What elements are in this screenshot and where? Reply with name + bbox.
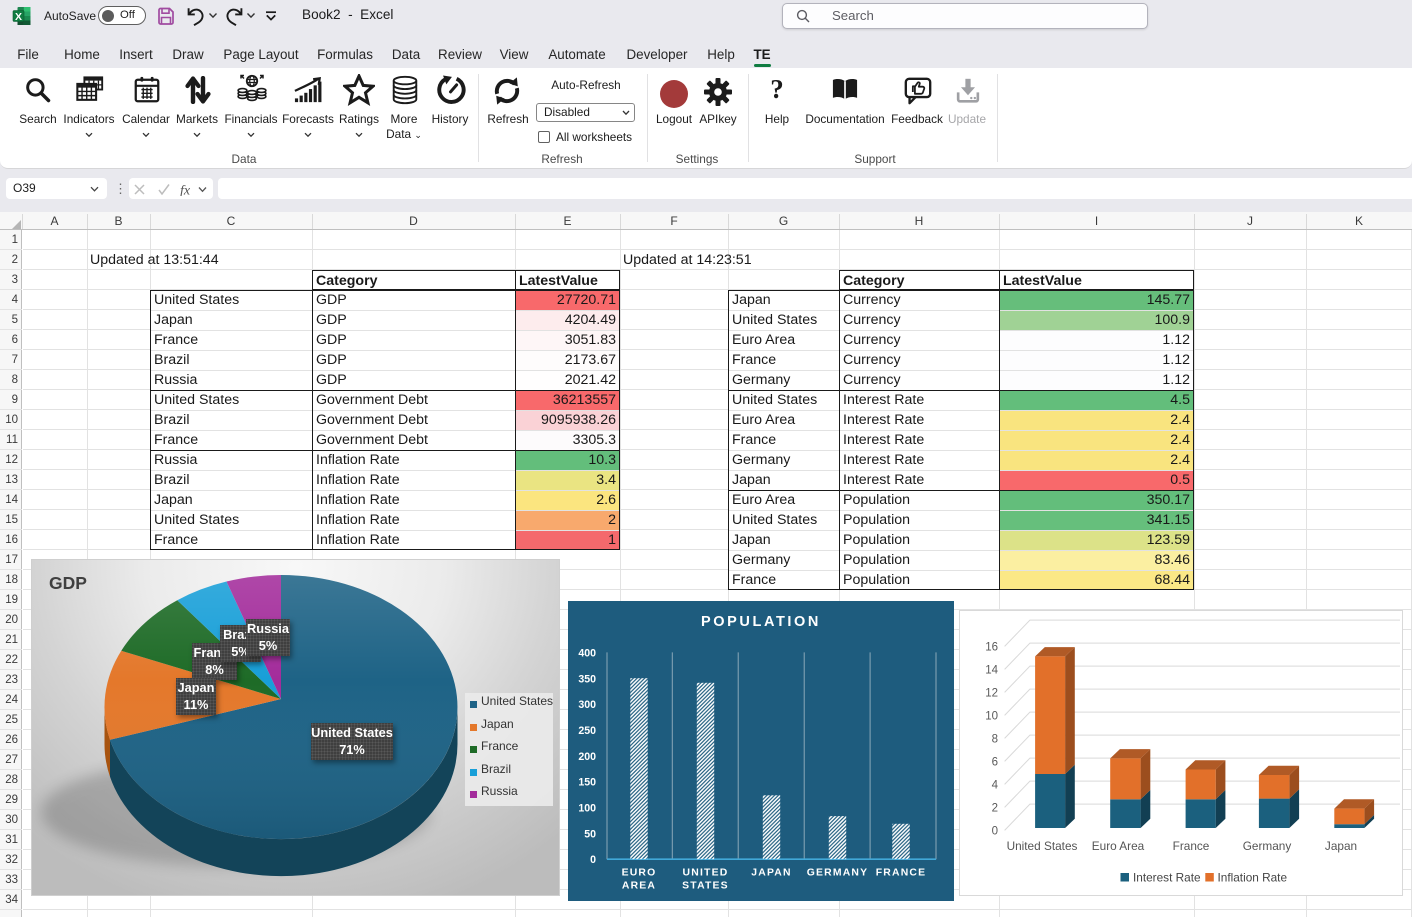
svg-text:12: 12 xyxy=(985,687,998,699)
svg-text:Interest Rate: Interest Rate xyxy=(1133,871,1201,885)
svg-text:150: 150 xyxy=(578,777,596,789)
svg-text:United States: United States xyxy=(1007,839,1078,853)
svg-text:0: 0 xyxy=(590,854,596,866)
svg-text:10: 10 xyxy=(985,710,998,722)
svg-text:14: 14 xyxy=(985,664,998,676)
svg-text:Germany: Germany xyxy=(1243,839,1292,853)
svg-text:AREA: AREA xyxy=(622,881,656,892)
svg-text:50: 50 xyxy=(584,828,596,840)
svg-text:300: 300 xyxy=(578,699,596,711)
svg-text:UNITED: UNITED xyxy=(683,868,729,879)
svg-text:Inflation Rate: Inflation Rate xyxy=(1218,871,1288,885)
svg-text:200: 200 xyxy=(578,751,596,763)
svg-text:FRANCE: FRANCE xyxy=(876,868,927,879)
svg-text:X: X xyxy=(15,11,22,23)
svg-text:400: 400 xyxy=(578,647,596,659)
svg-text:Japan: Japan xyxy=(1325,839,1357,853)
svg-text:4: 4 xyxy=(992,779,999,791)
svg-text:16: 16 xyxy=(985,641,998,653)
svg-text:fx: fx xyxy=(180,183,191,196)
svg-text:STATES: STATES xyxy=(682,881,729,892)
svg-text:EURO: EURO xyxy=(622,868,657,879)
svg-text:JAPAN: JAPAN xyxy=(751,868,791,879)
svg-text:350: 350 xyxy=(578,673,596,685)
svg-text:Euro Area: Euro Area xyxy=(1092,839,1145,853)
svg-text:8: 8 xyxy=(992,733,998,745)
svg-text:250: 250 xyxy=(578,725,596,737)
svg-text:100: 100 xyxy=(578,803,596,815)
svg-text:0: 0 xyxy=(992,825,998,837)
svg-text:2: 2 xyxy=(992,802,998,814)
svg-text:France: France xyxy=(1173,839,1210,853)
svg-text:GERMANY: GERMANY xyxy=(807,868,869,879)
svg-text:6: 6 xyxy=(992,756,998,768)
